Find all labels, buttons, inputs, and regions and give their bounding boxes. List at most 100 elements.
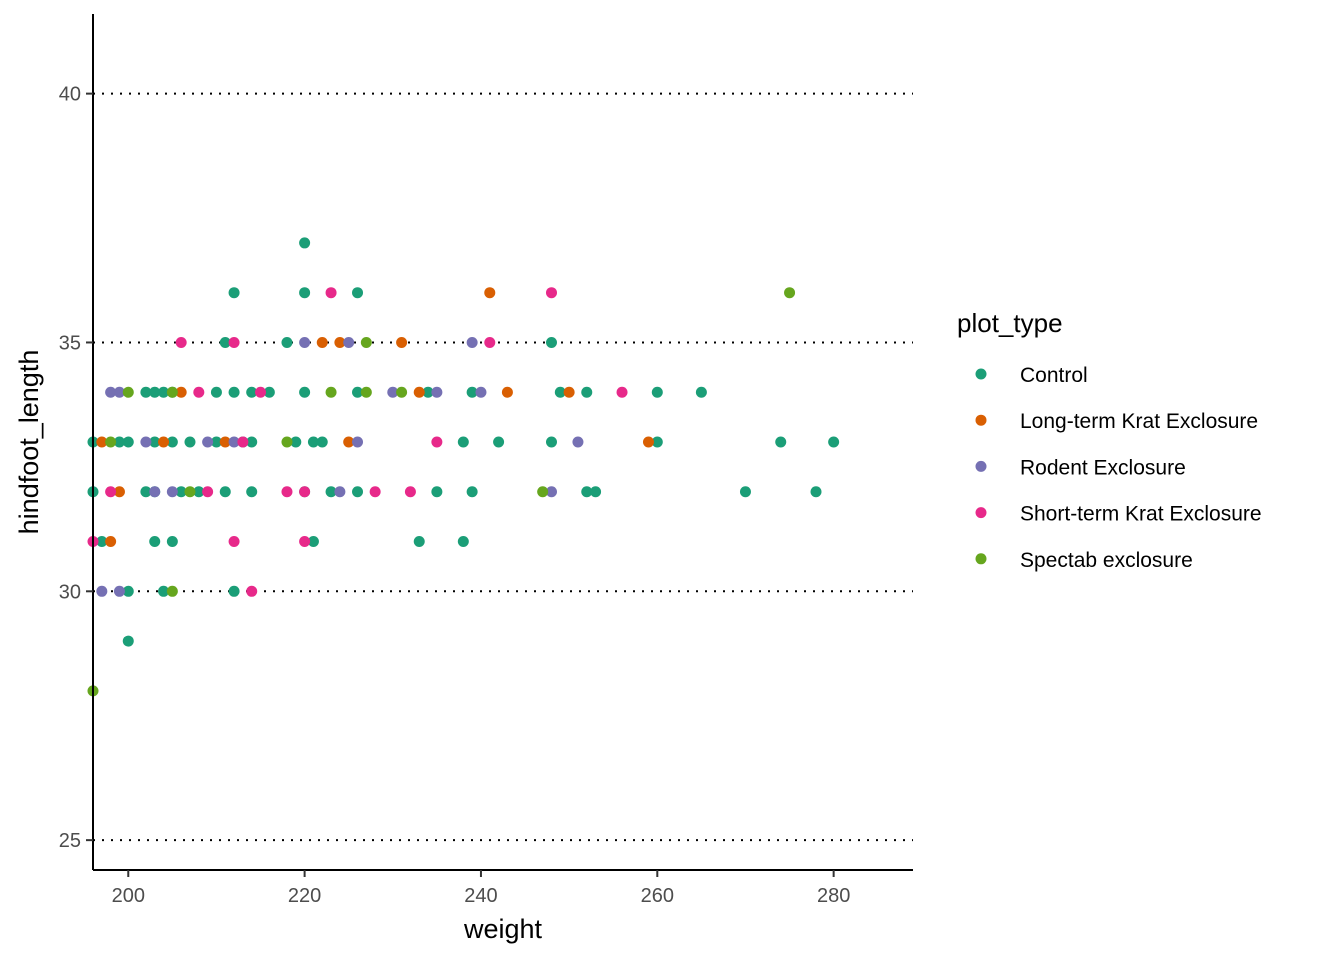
point-0-62 xyxy=(457,536,469,548)
gridlines xyxy=(93,92,913,842)
point-0-40 xyxy=(828,436,840,448)
point-3-1 xyxy=(545,287,557,299)
point-3-14 xyxy=(369,486,381,498)
point-4-4 xyxy=(325,386,337,398)
point-4-6 xyxy=(396,386,408,398)
point-0-5 xyxy=(281,336,293,348)
point-0-37 xyxy=(545,436,557,448)
legend-title: plot_type xyxy=(957,308,1063,338)
point-1-2 xyxy=(334,336,346,348)
point-1-13 xyxy=(113,486,125,498)
point-2-7 xyxy=(475,386,487,398)
point-0-2 xyxy=(299,287,311,299)
point-0-1 xyxy=(299,237,311,249)
point-3-15 xyxy=(404,486,416,498)
point-0-46 xyxy=(219,486,231,498)
point-0-35 xyxy=(457,436,469,448)
legend-label-2: Rodent Exclosure xyxy=(1020,456,1186,479)
x-axis-title: weight xyxy=(463,914,543,944)
point-2-14 xyxy=(166,486,178,498)
point-3-7 xyxy=(616,386,628,398)
point-3-18 xyxy=(299,536,311,548)
point-0-42 xyxy=(140,486,152,498)
legend-label-1: Long-term Krat Exclosure xyxy=(1020,410,1258,433)
point-3-11 xyxy=(202,486,214,498)
point-0-4 xyxy=(219,336,231,348)
point-0-0 xyxy=(228,287,240,299)
x-tick-label-240: 240 xyxy=(464,885,497,907)
point-3-17 xyxy=(228,536,240,548)
x-tick-label-280: 280 xyxy=(817,885,850,907)
point-0-18 xyxy=(466,386,478,398)
point-1-0 xyxy=(484,287,496,299)
axes xyxy=(92,14,913,871)
point-0-66 xyxy=(122,635,134,647)
point-3-9 xyxy=(431,436,443,448)
x-tick-label-260: 260 xyxy=(641,885,674,907)
point-0-64 xyxy=(158,585,170,597)
point-1-5 xyxy=(413,386,425,398)
point-0-60 xyxy=(307,536,319,548)
point-2-2 xyxy=(466,336,478,348)
point-0-25 xyxy=(122,436,134,448)
point-0-24 xyxy=(113,436,125,448)
point-0-50 xyxy=(352,486,364,498)
point-0-47 xyxy=(246,486,258,498)
point-2-11 xyxy=(352,436,364,448)
legend-key-0 xyxy=(975,368,987,380)
point-0-33 xyxy=(307,436,319,448)
point-0-26 xyxy=(149,436,161,448)
point-1-10 xyxy=(219,436,231,448)
point-0-9 xyxy=(158,386,170,398)
point-3-4 xyxy=(484,336,496,348)
y-axis-title: hindfoot_length xyxy=(14,350,44,535)
point-0-49 xyxy=(325,486,337,498)
point-1-14 xyxy=(105,536,117,548)
point-0-28 xyxy=(184,436,196,448)
point-0-34 xyxy=(316,436,328,448)
point-0-65 xyxy=(228,585,240,597)
point-2-0 xyxy=(299,336,311,348)
point-2-10 xyxy=(228,436,240,448)
point-1-12 xyxy=(642,436,654,448)
point-4-10 xyxy=(537,486,549,498)
point-3-12 xyxy=(281,486,293,498)
point-0-44 xyxy=(175,486,187,498)
point-1-4 xyxy=(175,386,187,398)
x-tick-label-200: 200 xyxy=(112,885,145,907)
point-0-16 xyxy=(352,386,364,398)
y-tick-label-40: 40 xyxy=(59,84,81,106)
point-0-27 xyxy=(166,436,178,448)
point-0-45 xyxy=(193,486,205,498)
point-4-11 xyxy=(166,585,178,597)
point-2-6 xyxy=(431,386,443,398)
point-0-8 xyxy=(149,386,161,398)
y-tick-label-35: 35 xyxy=(59,332,81,354)
point-0-32 xyxy=(290,436,302,448)
point-2-5 xyxy=(387,386,399,398)
point-0-39 xyxy=(775,436,787,448)
point-2-18 xyxy=(113,585,125,597)
point-0-19 xyxy=(554,386,566,398)
point-1-1 xyxy=(316,336,328,348)
point-0-55 xyxy=(739,486,751,498)
point-3-10 xyxy=(105,486,117,498)
point-4-5 xyxy=(360,386,372,398)
legend: plot_type Control Long-term Krat Exclosur… xyxy=(957,308,1262,572)
point-0-29 xyxy=(210,436,222,448)
point-0-20 xyxy=(581,386,593,398)
point-2-12 xyxy=(572,436,584,448)
legend-label-3: Short-term Krat Exclosure xyxy=(1020,503,1262,526)
point-3-8 xyxy=(237,436,249,448)
point-4-2 xyxy=(122,386,134,398)
legend-label-0: Control xyxy=(1020,364,1088,387)
point-3-5 xyxy=(193,386,205,398)
point-3-0 xyxy=(325,287,337,299)
points xyxy=(87,237,840,697)
point-0-51 xyxy=(431,486,443,498)
point-2-4 xyxy=(113,386,125,398)
point-2-9 xyxy=(202,436,214,448)
point-1-6 xyxy=(501,386,513,398)
point-0-17 xyxy=(422,386,434,398)
